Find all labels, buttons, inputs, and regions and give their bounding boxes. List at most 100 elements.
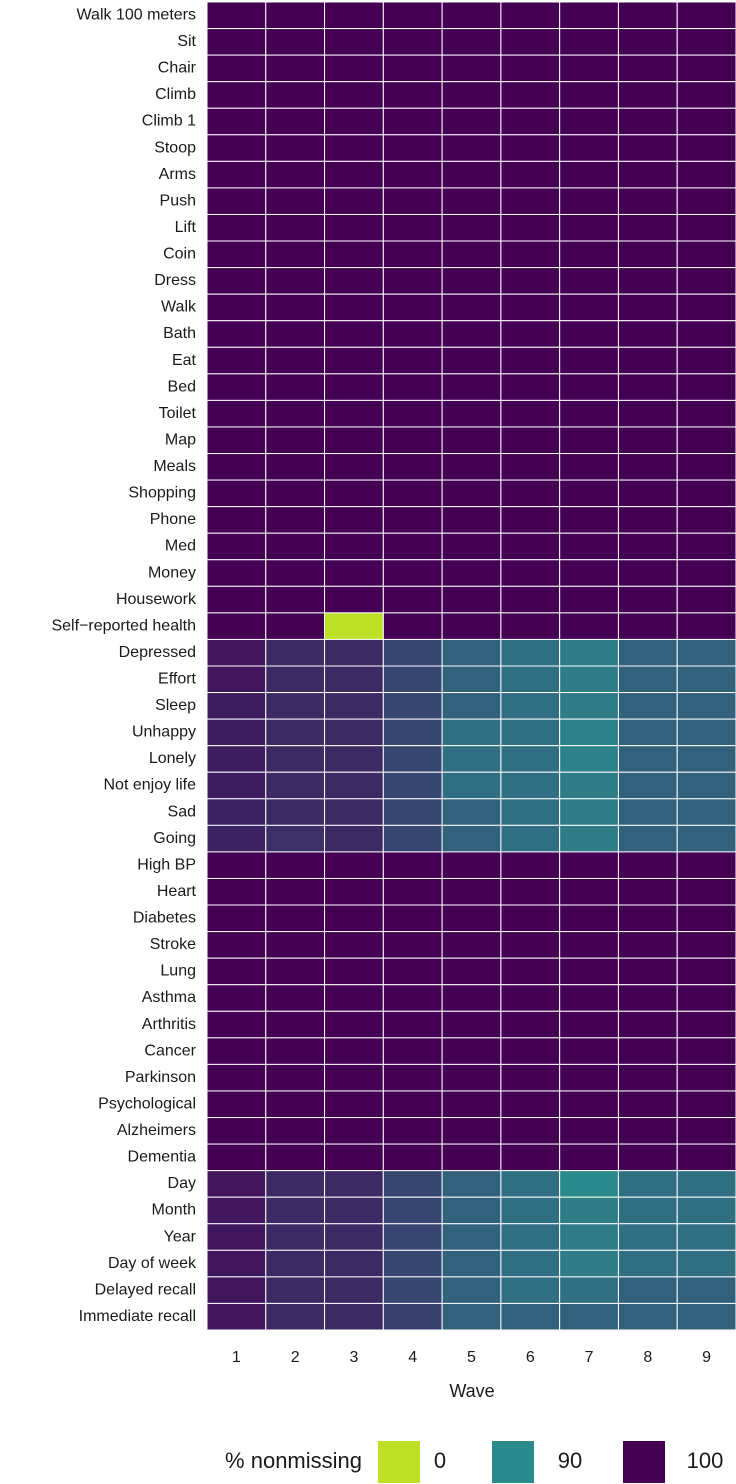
cell [382,718,443,747]
cell [617,559,678,587]
cell [617,1117,678,1145]
cell [265,559,326,587]
y-tick-label: Eat [172,352,197,369]
cell [500,1276,561,1304]
cell [206,399,267,428]
cell [617,1,678,30]
cell [676,904,736,933]
cell [559,1037,619,1065]
cell [500,1302,561,1331]
cell [500,213,561,242]
cell [441,107,502,136]
cell [206,1063,267,1092]
y-tick-label: Dress [154,272,196,289]
cell [206,745,267,773]
cell [559,1249,619,1278]
cell [265,931,326,959]
cell [265,665,326,694]
cell [441,851,502,879]
cell [617,213,678,242]
cell [382,1143,443,1172]
cell [441,824,502,853]
cell [676,824,736,853]
cell [441,373,502,401]
cell [559,1143,619,1172]
cell [500,1,561,30]
cell [500,453,561,481]
cell [676,107,736,136]
cell [382,399,443,428]
cell [265,479,326,508]
cell [382,692,443,720]
cell [441,320,502,348]
y-tick-label: Stoop [154,139,196,156]
cell [441,1117,502,1145]
cell [559,904,619,933]
cell [441,665,502,694]
cell [382,213,443,242]
cell [500,107,561,136]
cell [382,824,443,853]
cell [500,665,561,694]
cell [500,506,561,534]
cell [559,824,619,853]
cell [206,320,267,348]
cell [206,532,267,561]
cell [559,399,619,428]
cell [206,718,267,747]
cell [559,1090,619,1119]
cell [617,1196,678,1225]
cell [559,1196,619,1225]
cell [206,877,267,906]
cell [617,1276,678,1304]
cell [324,1,384,30]
cell [265,692,326,720]
cell [441,798,502,826]
cell [617,904,678,933]
cell [265,1249,326,1278]
cell [324,824,384,853]
cell [441,1,502,30]
cell [676,1063,736,1092]
cell [206,1276,267,1304]
cell [676,134,736,162]
cell [382,426,443,455]
cell [559,798,619,826]
cell [265,1223,326,1251]
cell [324,877,384,906]
cell [500,612,561,640]
cell [559,506,619,534]
cell [617,745,678,773]
cell [206,240,267,269]
y-tick-label: Day [168,1175,196,1192]
cell [676,745,736,773]
cell [441,1223,502,1251]
cell [265,1,326,30]
cell [206,1249,267,1278]
cell [441,506,502,534]
cell [265,1276,326,1304]
cell [265,293,326,322]
cell [324,240,384,269]
cell [265,904,326,933]
cell [559,187,619,215]
cell [676,1010,736,1039]
cell [441,1196,502,1225]
cell [324,187,384,215]
cell [206,187,267,215]
cell [382,745,443,773]
cell [206,426,267,455]
cell [324,771,384,800]
cell [382,559,443,587]
cell [324,1010,384,1039]
cell [265,346,326,375]
cell [676,453,736,481]
cell [441,28,502,56]
cell [265,240,326,269]
y-tick-label: Alzheimers [117,1122,196,1139]
cell [206,824,267,853]
cell [265,824,326,853]
cell [559,320,619,348]
cell [676,1090,736,1119]
y-tick-label: Effort [158,670,197,687]
